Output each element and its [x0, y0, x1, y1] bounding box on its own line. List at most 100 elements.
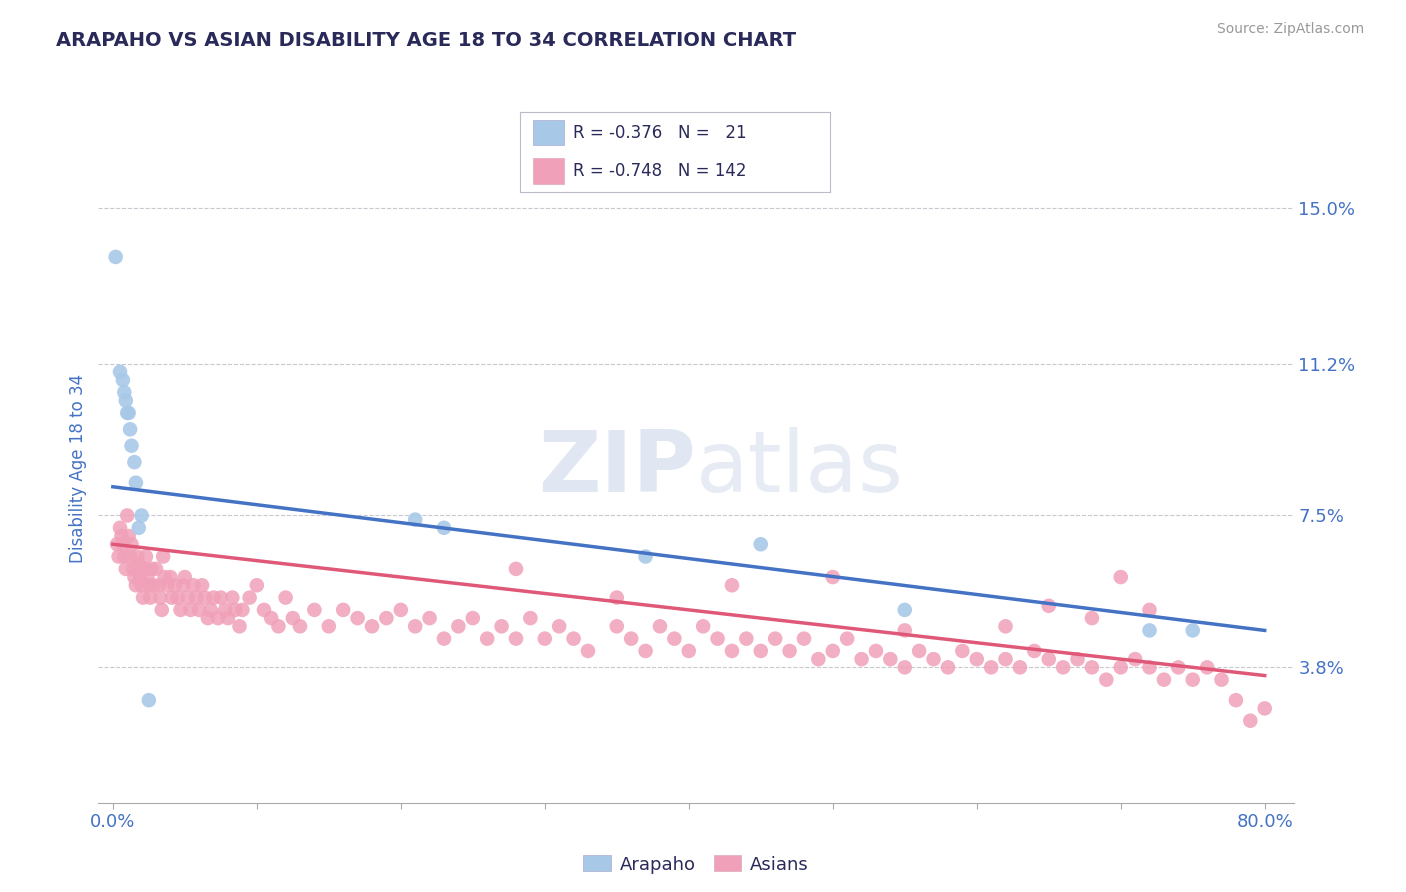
Point [111, 537, 134, 551]
Point [120, 549, 142, 564]
Point [994, 619, 1017, 633]
Point [228, 619, 250, 633]
Point [879, 652, 901, 666]
Point [922, 652, 945, 666]
Point [127, 549, 149, 564]
Point [1038, 599, 1060, 613]
Point [138, 693, 160, 707]
Point [980, 660, 1002, 674]
Point [332, 603, 354, 617]
Point [104, 250, 127, 264]
Text: ZIP: ZIP [538, 426, 696, 510]
Point [231, 603, 253, 617]
Point [346, 611, 368, 625]
Point [112, 385, 135, 400]
Point [149, 591, 172, 605]
Legend: Arapaho, Asians: Arapaho, Asians [576, 848, 815, 880]
Point [135, 549, 157, 564]
Point [1109, 570, 1132, 584]
Point [148, 578, 170, 592]
Point [1254, 701, 1277, 715]
Point [1211, 673, 1233, 687]
Point [132, 591, 155, 605]
Point [160, 591, 183, 605]
Bar [533, 120, 564, 145]
Point [125, 475, 148, 490]
Point [304, 603, 326, 617]
Point [202, 591, 225, 605]
Point [318, 619, 340, 633]
Point [115, 406, 138, 420]
Point [260, 611, 283, 625]
Point [253, 603, 276, 617]
Point [110, 529, 132, 543]
Point [138, 578, 160, 592]
Point [1081, 660, 1104, 674]
Point [620, 632, 643, 646]
Point [562, 632, 585, 646]
Point [519, 611, 541, 625]
Point [893, 624, 915, 638]
Point [274, 591, 297, 605]
Point [197, 611, 219, 625]
Point [239, 591, 262, 605]
Point [477, 632, 499, 646]
Point [214, 603, 236, 617]
Point [361, 619, 384, 633]
Point [105, 537, 128, 551]
Point [706, 632, 728, 646]
Point [114, 393, 136, 408]
Point [763, 632, 786, 646]
Point [129, 570, 152, 584]
Point [1109, 660, 1132, 674]
Point [118, 406, 141, 420]
Point [131, 578, 153, 592]
Point [908, 644, 931, 658]
Point [166, 591, 188, 605]
Point [1181, 673, 1204, 687]
Point [224, 603, 246, 617]
Point [735, 632, 758, 646]
Point [172, 578, 194, 592]
Point [936, 660, 959, 674]
Point [419, 611, 441, 625]
Point [1139, 660, 1161, 674]
Point [1081, 611, 1104, 625]
Point [807, 652, 830, 666]
Point [893, 660, 915, 674]
Point [865, 644, 887, 658]
Point [163, 578, 186, 592]
Point [692, 619, 714, 633]
Point [1139, 603, 1161, 617]
Text: R = -0.748   N = 142: R = -0.748 N = 142 [572, 162, 747, 180]
Point [176, 591, 198, 605]
Point [1153, 673, 1175, 687]
Point [389, 603, 412, 617]
Point [821, 644, 844, 658]
Point [1167, 660, 1189, 674]
Point [114, 562, 136, 576]
Point [121, 439, 143, 453]
Point [1225, 693, 1247, 707]
Point [134, 562, 156, 576]
Point [779, 644, 801, 658]
Point [1139, 624, 1161, 638]
Point [125, 578, 148, 592]
Point [1008, 660, 1031, 674]
Point [721, 644, 744, 658]
Point [281, 611, 304, 625]
Point [108, 521, 131, 535]
Point [678, 644, 700, 658]
Point [152, 549, 174, 564]
Point [664, 632, 686, 646]
Point [207, 611, 229, 625]
Point [721, 578, 744, 592]
Point [209, 591, 232, 605]
Point [200, 603, 222, 617]
Point [1197, 660, 1219, 674]
Point [950, 644, 973, 658]
Point [648, 619, 671, 633]
Point [851, 652, 873, 666]
Point [447, 619, 470, 633]
Point [505, 562, 527, 576]
